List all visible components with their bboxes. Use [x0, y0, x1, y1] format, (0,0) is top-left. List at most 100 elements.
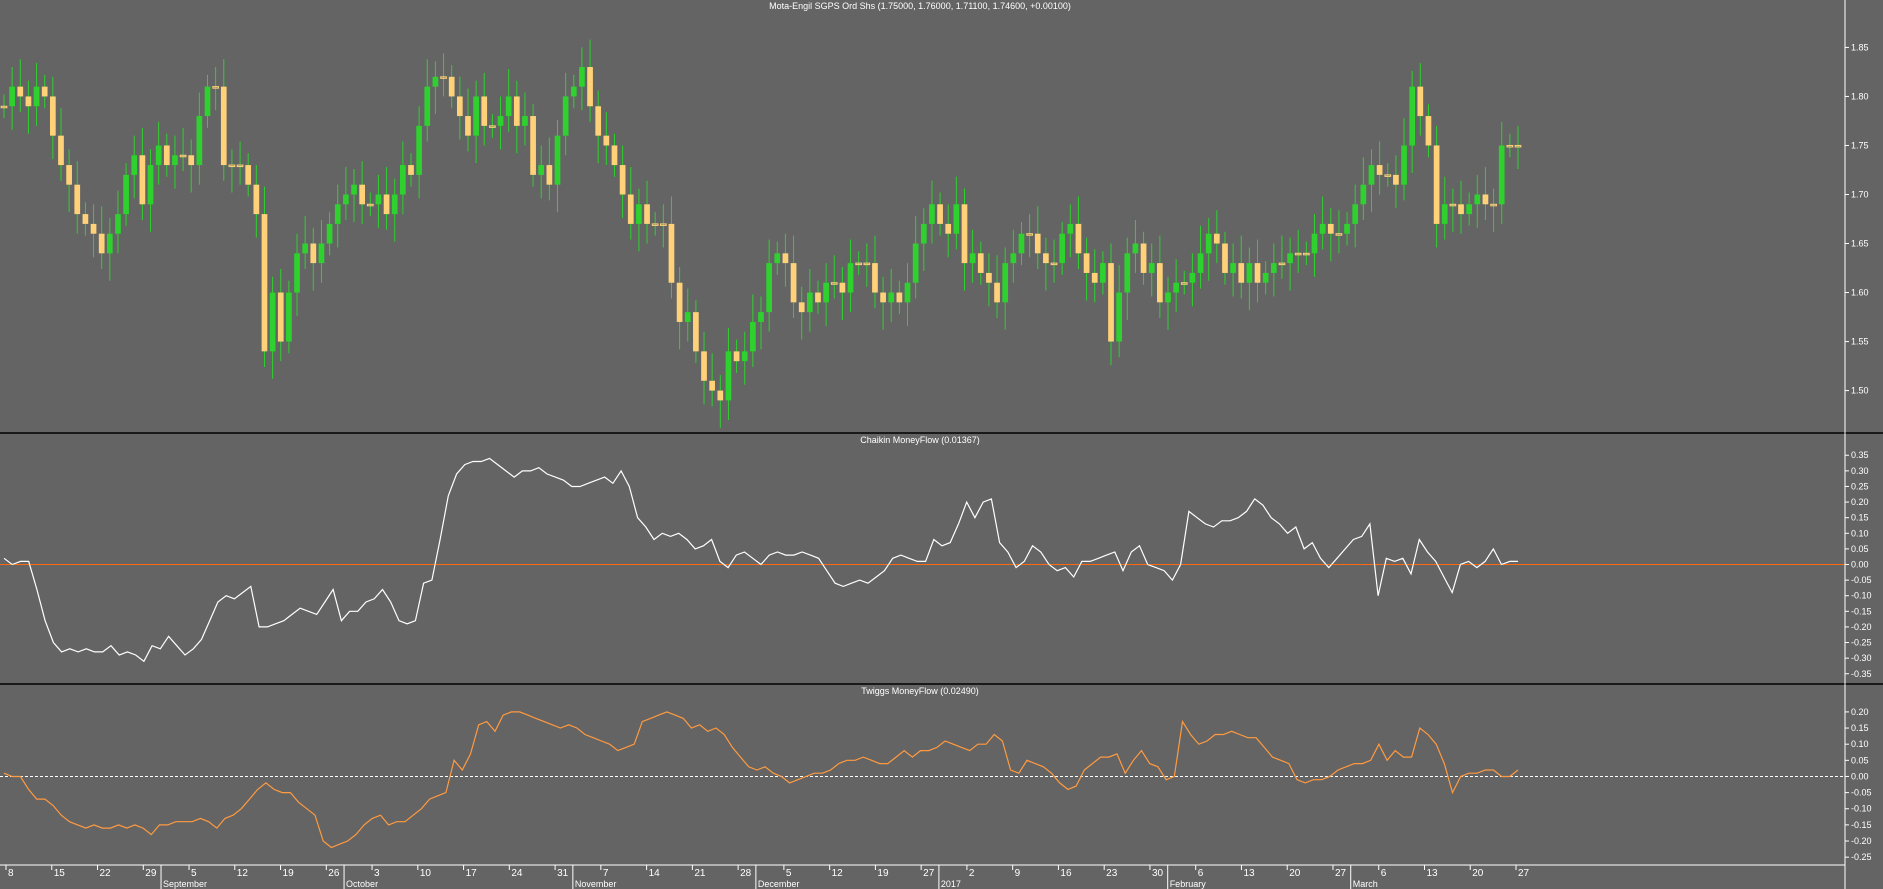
- candle-body: [709, 380, 716, 391]
- price-candle: [1352, 184, 1359, 248]
- candle-body: [1124, 253, 1131, 293]
- candle-body: [334, 204, 341, 224]
- price-candle: [228, 149, 236, 193]
- candle-body: [701, 351, 707, 381]
- price-candle: [570, 74, 577, 109]
- price-candle: [408, 153, 414, 187]
- candle-body: [530, 116, 536, 175]
- candle-body: [1482, 194, 1489, 205]
- candle-body: [1050, 262, 1058, 266]
- price-candle: [269, 276, 276, 379]
- price-candle: [619, 145, 626, 219]
- candle-body: [261, 214, 268, 352]
- chaikin-tick-label: -0.20: [1851, 622, 1872, 632]
- price-candle: [725, 327, 732, 420]
- candle-body: [912, 243, 919, 283]
- candle-body: [204, 86, 211, 117]
- price-candle: [1067, 204, 1074, 258]
- date-tick-label: 9: [1015, 868, 1021, 879]
- price-candle: [326, 212, 333, 256]
- candle-body: [155, 145, 162, 166]
- price-candle: [33, 63, 40, 126]
- candle-body: [1157, 263, 1163, 303]
- candle-body: [741, 351, 748, 362]
- candle-body: [1132, 243, 1139, 254]
- price-candle: [1132, 219, 1139, 273]
- candle-body: [1222, 243, 1228, 273]
- month-label: March: [1353, 879, 1378, 889]
- date-tick-label: 14: [649, 868, 661, 879]
- candle-body: [1474, 194, 1481, 205]
- chaikin-tick-label: -0.10: [1851, 591, 1872, 601]
- candle-body: [1091, 272, 1098, 283]
- candle-body: [1278, 262, 1286, 266]
- candle-body: [1246, 263, 1253, 283]
- chaikin-tick-label: -0.25: [1851, 638, 1872, 648]
- price-candle: [204, 74, 211, 128]
- price-candle: [1303, 241, 1310, 266]
- candle-body: [481, 96, 488, 126]
- price-candle: [863, 243, 871, 287]
- price-candle: [1506, 133, 1514, 158]
- candle-body: [1409, 86, 1416, 146]
- candle-body: [465, 116, 471, 136]
- price-candle: [1327, 208, 1334, 262]
- twiggs-tick-label: 0.05: [1851, 755, 1869, 765]
- price-candle: [465, 88, 471, 152]
- price-candle: [1205, 218, 1212, 281]
- candle-body: [733, 351, 740, 362]
- price-candle: [1474, 174, 1481, 228]
- price-candle: [1376, 141, 1383, 195]
- candle-body: [1458, 204, 1464, 215]
- date-tick-label: 16: [1060, 868, 1072, 879]
- candle-body: [1002, 263, 1009, 303]
- month-label: December: [758, 879, 800, 889]
- candle-body: [1417, 86, 1424, 117]
- candle-body: [937, 204, 943, 224]
- price-candle: [424, 59, 431, 142]
- price-candle: [684, 288, 691, 342]
- price-candle: [896, 280, 903, 315]
- candle-body: [90, 223, 97, 234]
- candle-body: [131, 155, 138, 175]
- price-candle: [1108, 243, 1114, 366]
- date-tick-label: 27: [923, 868, 935, 879]
- month-label: February: [1170, 879, 1207, 889]
- candle-body: [400, 165, 406, 195]
- candle-body: [684, 312, 691, 322]
- date-tick-label: 5: [786, 868, 792, 879]
- candle-body: [1140, 243, 1147, 273]
- candle-body: [1270, 263, 1277, 273]
- candle-body: [659, 223, 667, 226]
- candle-body: [1393, 174, 1399, 185]
- price-candle: [1091, 249, 1098, 303]
- candle-body: [123, 174, 129, 215]
- candle-body: [1441, 204, 1448, 224]
- price-candle: [1384, 163, 1392, 187]
- price-candle: [1466, 192, 1473, 226]
- price-candle: [929, 180, 935, 244]
- candle-body: [920, 223, 927, 244]
- price-candle: [310, 227, 317, 291]
- chaikin-y-axis: 0.35 0.30 0.25 0.20 0.15 0.10 0.05 0.00 -0.05 -0.…: [1845, 450, 1872, 679]
- candle-body: [1180, 282, 1188, 285]
- price-candle: [383, 167, 390, 230]
- price-candle: [277, 269, 284, 362]
- chaikin-panel: Chaikin MoneyFlow (0.01367) 0.35 0.30 0.25…: [0, 435, 1872, 679]
- price-candle: [1441, 176, 1448, 240]
- candle-body: [1254, 263, 1261, 283]
- candle-body: [1514, 144, 1522, 148]
- candle-body: [815, 292, 821, 303]
- date-tick-label: 21: [694, 868, 706, 879]
- candle-body: [82, 214, 89, 224]
- price-candle: [709, 353, 716, 407]
- twiggs-tick-label: -0.05: [1851, 788, 1872, 798]
- candle-body: [1148, 263, 1155, 273]
- chaikin-plot: [0, 457, 1845, 663]
- candle-body: [872, 263, 878, 293]
- candle-body: [269, 292, 276, 352]
- date-tick-label: 5: [191, 868, 197, 879]
- candle-body: [25, 96, 32, 107]
- candle-body: [587, 67, 593, 107]
- price-candle: [497, 96, 504, 150]
